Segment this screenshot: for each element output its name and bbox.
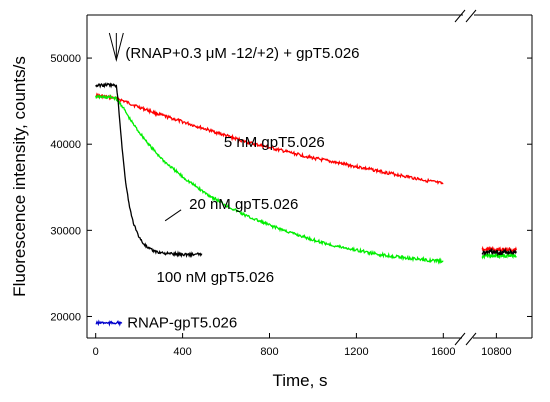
x-tick-label: 10800 (481, 346, 512, 358)
series-5nm-line-late (481, 245, 517, 254)
series-100nm-line (95, 82, 203, 259)
series-5nm-line (95, 92, 444, 185)
axis-break-mark (454, 332, 466, 346)
text-layer: Time, s Fluorescence intensity, counts/s… (10, 32, 360, 390)
series-label: 5 nM gpT5.026 (224, 134, 325, 151)
x-tick-label: 0 (93, 346, 99, 358)
axis-break-mark (465, 9, 477, 23)
series-rnap-line (95, 319, 123, 327)
series-label: 100 nM gpT5.026 (157, 269, 275, 286)
axis-break-mark (465, 332, 477, 346)
series-layer (95, 82, 517, 327)
x-tick-label: 1200 (344, 346, 368, 358)
x-tick-label: 400 (173, 346, 191, 358)
y-tick-label: 20000 (50, 311, 81, 323)
y-tick-label: 50000 (50, 53, 81, 65)
series-20nm-line (95, 94, 444, 265)
axes-layer: 20000 30000 40000 50000 0 400 800 1200 1600 10800 (50, 9, 533, 358)
series-label-pointer (164, 209, 182, 222)
axis-break-mark (454, 9, 466, 23)
x-axis-title: Time, s (272, 371, 327, 390)
injection-annotation: (RNAP+0.3 μM -12/+2) + gpT5.026 (125, 45, 359, 62)
y-tick-label: 30000 (50, 225, 81, 237)
series-20nm-line-late (481, 251, 517, 260)
series-100nm-line-late (481, 247, 517, 257)
y-axis-title: Fluorescence intensity, counts/s (10, 56, 29, 297)
series-label: 20 nM gpT5.026 (189, 196, 298, 213)
x-tick-label: 800 (260, 346, 278, 358)
y-tick-label: 40000 (50, 139, 81, 151)
x-tick-label: 1600 (431, 346, 455, 358)
series-label: RNAP-gpT5.026 (127, 315, 237, 332)
